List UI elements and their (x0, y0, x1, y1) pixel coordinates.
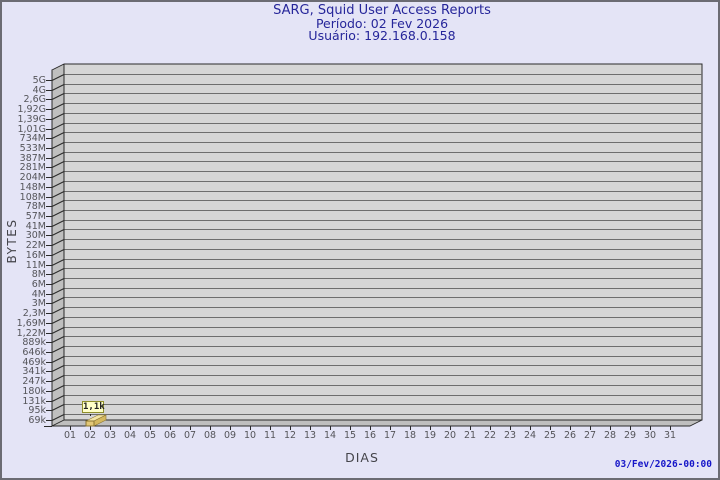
y-tick-label: 247k (22, 375, 46, 387)
y-tick-label: 22M (25, 239, 46, 251)
x-axis-title: DIAS (345, 450, 379, 465)
x-tick-label: 14 (323, 430, 337, 441)
x-tick-label: 01 (63, 430, 77, 441)
generated-timestamp: 03/Fev/2026-00:00 (614, 459, 712, 470)
y-tick-label: 5G (32, 74, 46, 86)
y-tick-label: 180k (22, 385, 46, 397)
y-tick-label: 11M (25, 259, 46, 271)
x-tick-label: 03 (103, 430, 117, 441)
plot-back-wall (63, 63, 703, 421)
y-tick-label: 889k (22, 336, 46, 348)
x-tick-label: 24 (523, 430, 537, 441)
y-tick-label: 1,39G (17, 113, 46, 125)
x-tick-label: 02 (83, 430, 97, 441)
chart-title: SARG, Squid User Access Reports (273, 3, 491, 18)
y-tick-label: 2,6G (23, 93, 46, 105)
y-tick-label: 6M (31, 278, 46, 290)
y-tick-label: 41M (25, 220, 46, 232)
x-tick-label: 07 (183, 430, 197, 441)
y-tick-label: 646k (22, 346, 46, 358)
x-tick-label: 04 (123, 430, 137, 441)
chart-user: Usuário: 192.168.0.158 (308, 28, 456, 43)
plot-floor (51, 419, 703, 427)
x-tick-label: 06 (163, 430, 177, 441)
x-tick-label: 22 (483, 430, 497, 441)
y-tick-label: 387M (19, 152, 46, 164)
y-axis-title: BYTES (5, 218, 19, 264)
x-tick-label: 30 (643, 430, 657, 441)
x-tick-label: 26 (563, 430, 577, 441)
x-tick-label: 17 (383, 430, 397, 441)
x-tick-label: 29 (623, 430, 637, 441)
x-tick-label: 31 (663, 430, 677, 441)
x-tick-label: 10 (243, 430, 257, 441)
x-tick-label: 25 (543, 430, 557, 441)
y-tick-label: 95k (28, 404, 46, 416)
x-tick-label: 08 (203, 430, 217, 441)
y-tick-label: 108M (19, 191, 46, 203)
y-tick-label: 533M (19, 142, 46, 154)
y-tick-label: 1,92G (17, 103, 46, 115)
y-tick-label: 1,01G (17, 123, 46, 135)
y-tick-label: 69k (28, 414, 46, 426)
y-tick-label: 4G (32, 84, 46, 96)
x-tick-label: 13 (303, 430, 317, 441)
y-tick-label: 148M (19, 181, 46, 193)
x-tick-label: 21 (463, 430, 477, 441)
chart-period: Período: 02 Fev 2026 (315, 15, 449, 31)
x-tick-label: 05 (143, 430, 157, 441)
y-tick-label: 57M (25, 210, 46, 222)
x-tick-label: 20 (443, 430, 457, 441)
value-tooltip: 1,1k (82, 401, 105, 413)
y-tick-label: 8M (31, 268, 46, 280)
x-tick-label: 16 (363, 430, 377, 441)
x-tick-label: 23 (503, 430, 517, 441)
chart-header: SARG, Squid User Access Reports Período:… (42, 3, 718, 43)
y-tick-label: 3M (31, 297, 46, 309)
x-tick-label: 09 (223, 430, 237, 441)
bars (85, 414, 107, 427)
y-tick-label: 30M (25, 229, 46, 241)
y-tick-label: 204M (19, 171, 46, 183)
y-tick-label: 1,22M (16, 327, 46, 339)
y-tick-label: 281M (19, 161, 46, 173)
x-tick-label: 27 (583, 430, 597, 441)
y-tick-label: 78M (25, 200, 46, 212)
x-tick-label: 11 (263, 430, 277, 441)
y-tick-label: 1,69M (16, 317, 46, 329)
axis-ticks (44, 74, 671, 430)
y-tick-label: 469k (22, 356, 46, 368)
x-tick-label: 19 (423, 430, 437, 441)
y-tick-label: 734M (19, 132, 46, 144)
y-tick-label: 341k (22, 365, 46, 377)
y-tick-label: 2,3M (22, 307, 46, 319)
value-tooltip-label: 1,1k (83, 402, 105, 412)
x-tick-label: 28 (603, 430, 617, 441)
y-tick-label: 16M (25, 249, 46, 261)
gridlines (64, 74, 702, 415)
x-tick-label: 18 (403, 430, 417, 441)
x-tick-label: 15 (343, 430, 357, 441)
y-tick-label: 4M (31, 288, 46, 300)
y-tick-label: 131k (22, 395, 46, 407)
x-tick-label: 12 (283, 430, 297, 441)
